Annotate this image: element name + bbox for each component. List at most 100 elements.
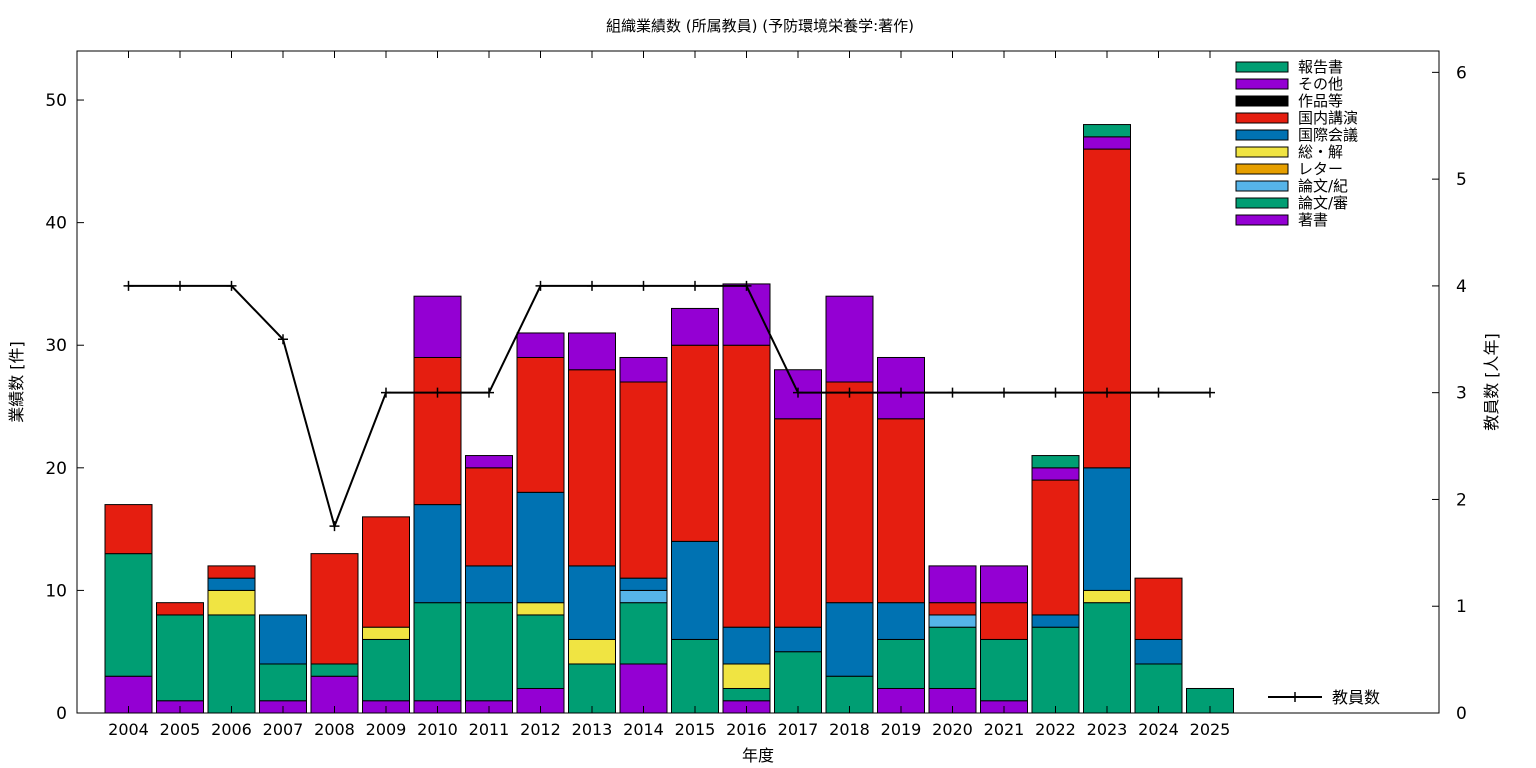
faculty-point <box>947 387 958 398</box>
y2-tick-label: 0 <box>1456 704 1467 724</box>
bar-2009-series-4 <box>362 626 410 640</box>
bar-2013-series-4 <box>568 638 616 665</box>
legend-swatch <box>1235 163 1289 175</box>
bar-2007-series-5 <box>259 614 307 665</box>
faculty-point <box>999 387 1009 398</box>
bar-2013-series-1 <box>568 663 616 714</box>
x-tick-label: 2006 <box>211 720 252 739</box>
bar-2022-series-5 <box>1031 614 1080 628</box>
faculty-point <box>381 387 391 398</box>
faculty-point <box>278 334 288 345</box>
faculty-point <box>690 280 700 291</box>
bar-2024-series-1 <box>1134 663 1183 714</box>
bar-2023-series-8 <box>1083 136 1131 150</box>
bar-2007-series-1 <box>259 663 307 702</box>
y-tick-label: 50 <box>45 91 67 111</box>
legend-label: 国際会議 <box>1298 126 1358 144</box>
bar-2020-series-2 <box>928 614 977 628</box>
bar-2010-series-1 <box>413 602 462 702</box>
bar-2020-series-8 <box>928 565 977 604</box>
bar-2013-series-6 <box>568 369 616 567</box>
bar-2018-series-8 <box>825 295 874 383</box>
faculty-line-path <box>128 284 1210 530</box>
bar-2014-series-6 <box>619 381 668 579</box>
bar-2012-series-4 <box>516 602 565 616</box>
plot-frame <box>76 50 1440 714</box>
bar-2017-series-6 <box>774 418 822 628</box>
y-tick-label: 0 <box>56 704 67 724</box>
bar-2017-series-1 <box>774 651 822 714</box>
legend-label: 著書 <box>1298 211 1328 229</box>
legend-swatch <box>1235 180 1289 192</box>
bar-2011-series-6 <box>465 467 513 567</box>
faculty-point <box>1153 387 1164 398</box>
bar-2006-series-1 <box>207 614 256 714</box>
x-tick-label: 2021 <box>984 720 1025 739</box>
legend-swatch <box>1235 197 1289 209</box>
y-tick-label: 30 <box>45 336 67 356</box>
x-tick-label: 2007 <box>263 720 304 739</box>
faculty-point <box>896 387 906 398</box>
faculty-point <box>638 280 649 291</box>
legend-label: 作品等 <box>1298 92 1343 110</box>
bar-2006-series-4 <box>207 589 256 616</box>
legend-swatch <box>1235 78 1289 90</box>
faculty-point <box>484 387 494 398</box>
bar-2006-series-5 <box>207 577 256 591</box>
faculty-point <box>226 280 237 291</box>
bar-2024-series-6 <box>1134 577 1183 640</box>
legend-label: 報告書 <box>1298 58 1343 76</box>
bar-2011-series-8 <box>465 455 513 469</box>
faculty-point <box>1102 387 1112 398</box>
x-tick-label: 2011 <box>469 720 510 739</box>
bar-2012-series-5 <box>516 491 565 604</box>
bar-2022-series-1 <box>1031 626 1080 714</box>
bar-2015-series-8 <box>671 307 719 346</box>
line-legend-label: 教員数 <box>1332 688 1380 707</box>
y2-axis-label: 教員数 [人年] <box>1482 333 1501 431</box>
bar-2009-series-1 <box>362 638 410 702</box>
bar-2021-series-8 <box>980 565 1028 604</box>
y2-tick-label: 5 <box>1456 170 1467 190</box>
bar-2019-series-1 <box>877 638 925 689</box>
x-tick-label: 2015 <box>675 720 716 739</box>
bar-2015-series-6 <box>671 344 719 542</box>
x-tick-label: 2022 <box>1035 720 1076 739</box>
x-tick-label: 2017 <box>778 720 819 739</box>
legend-swatch <box>1235 95 1289 107</box>
bar-2024-series-5 <box>1134 638 1183 665</box>
bar-2009-series-6 <box>362 516 410 628</box>
bar-2021-series-1 <box>980 638 1028 702</box>
bar-2010-series-5 <box>413 504 462 604</box>
bar-2021-series-6 <box>980 602 1028 640</box>
faculty-point <box>535 280 546 291</box>
bar-2018-series-5 <box>825 602 874 677</box>
bar-2018-series-6 <box>825 381 874 604</box>
bar-2013-series-5 <box>568 565 616 640</box>
x-tick-label: 2008 <box>314 720 355 739</box>
y-axis-label: 業績数 [件] <box>7 341 26 423</box>
legend-label: 論文/審 <box>1298 194 1348 212</box>
line-legend-marker <box>1290 692 1300 702</box>
faculty-point <box>123 280 134 291</box>
faculty-point <box>175 280 185 291</box>
bars <box>104 124 1234 714</box>
bar-2023-series-4 <box>1083 589 1131 604</box>
bar-2014-series-0 <box>619 663 668 714</box>
bar-2016-series-4 <box>722 663 771 689</box>
x-tick-label: 2004 <box>108 720 149 739</box>
legend-label: 国内講演 <box>1298 109 1358 127</box>
bar-2023-series-9 <box>1083 124 1131 138</box>
bar-2023-series-6 <box>1083 148 1131 469</box>
y-tick-label: 20 <box>45 459 67 479</box>
bar-2016-series-6 <box>722 344 771 628</box>
x-tick-label: 2018 <box>829 720 870 739</box>
bar-2010-series-6 <box>413 356 462 506</box>
x-tick-label: 2005 <box>160 720 201 739</box>
bar-2023-series-1 <box>1083 602 1131 714</box>
bar-2017-series-5 <box>774 626 822 653</box>
bar-2020-series-1 <box>928 626 977 689</box>
bar-2015-series-1 <box>671 638 719 714</box>
bar-2011-series-5 <box>465 565 513 604</box>
